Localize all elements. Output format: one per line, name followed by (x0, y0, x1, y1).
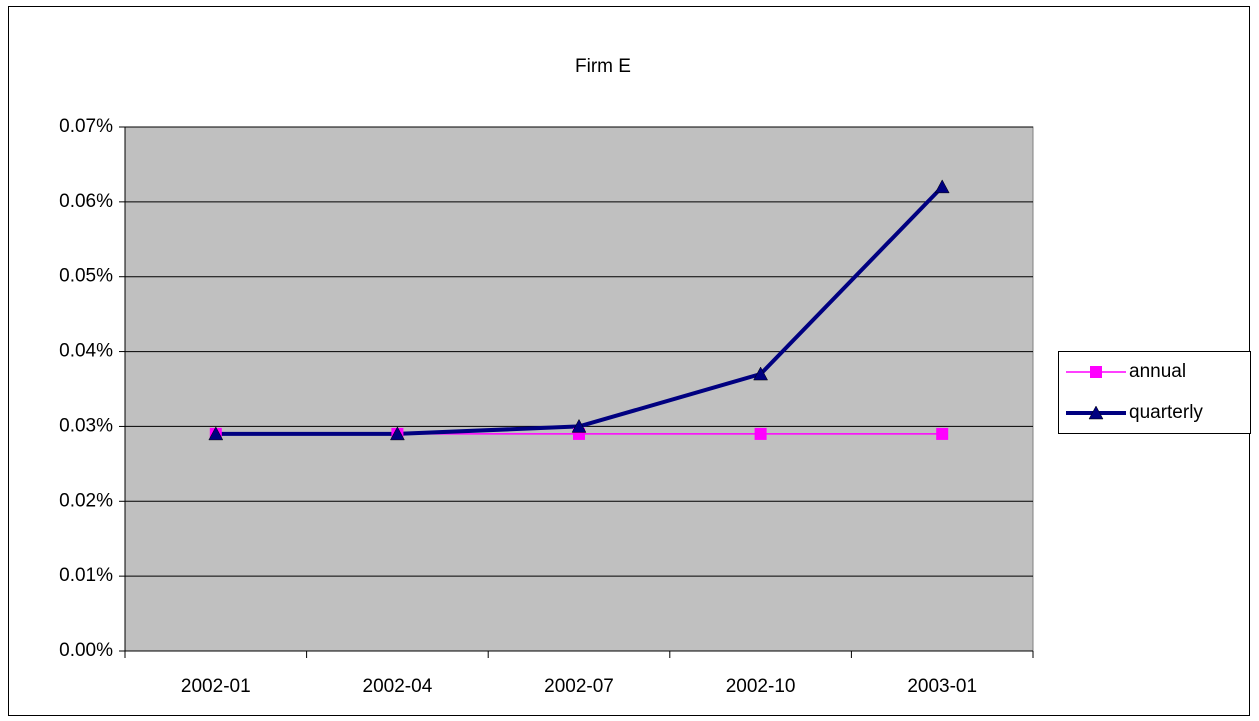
y-tick-label: 0.06% (59, 191, 113, 212)
x-tick-label: 2002-04 (363, 676, 433, 697)
y-tick-label: 0.02% (59, 490, 113, 511)
data-point (208, 426, 224, 441)
plot-area (124, 126, 1034, 652)
legend-marker (1088, 405, 1104, 420)
y-tick-label: 0.05% (59, 266, 113, 287)
data-point (389, 426, 405, 441)
y-tick-label: 0.03% (59, 415, 113, 436)
legend-marker (1090, 366, 1102, 378)
y-tick-label: 0.04% (59, 341, 113, 362)
legend-label: quarterly (1129, 402, 1203, 423)
legend-box (1058, 351, 1251, 434)
data-point (934, 179, 950, 194)
y-tick-label: 0.01% (59, 565, 113, 586)
data-point (753, 366, 769, 381)
y-tick-label: 0.00% (59, 640, 113, 661)
y-tick-label: 0.07% (59, 116, 113, 137)
x-tick-label: 2002-10 (726, 676, 796, 697)
x-tick-label: 2002-07 (544, 676, 614, 697)
legend-label: annual (1129, 361, 1186, 382)
chart-title: Firm E (575, 56, 631, 77)
x-tick-label: 2002-01 (181, 676, 251, 697)
data-point (936, 427, 949, 440)
data-point (571, 418, 587, 433)
data-point (754, 427, 767, 440)
x-tick-label: 2003-01 (907, 676, 977, 697)
